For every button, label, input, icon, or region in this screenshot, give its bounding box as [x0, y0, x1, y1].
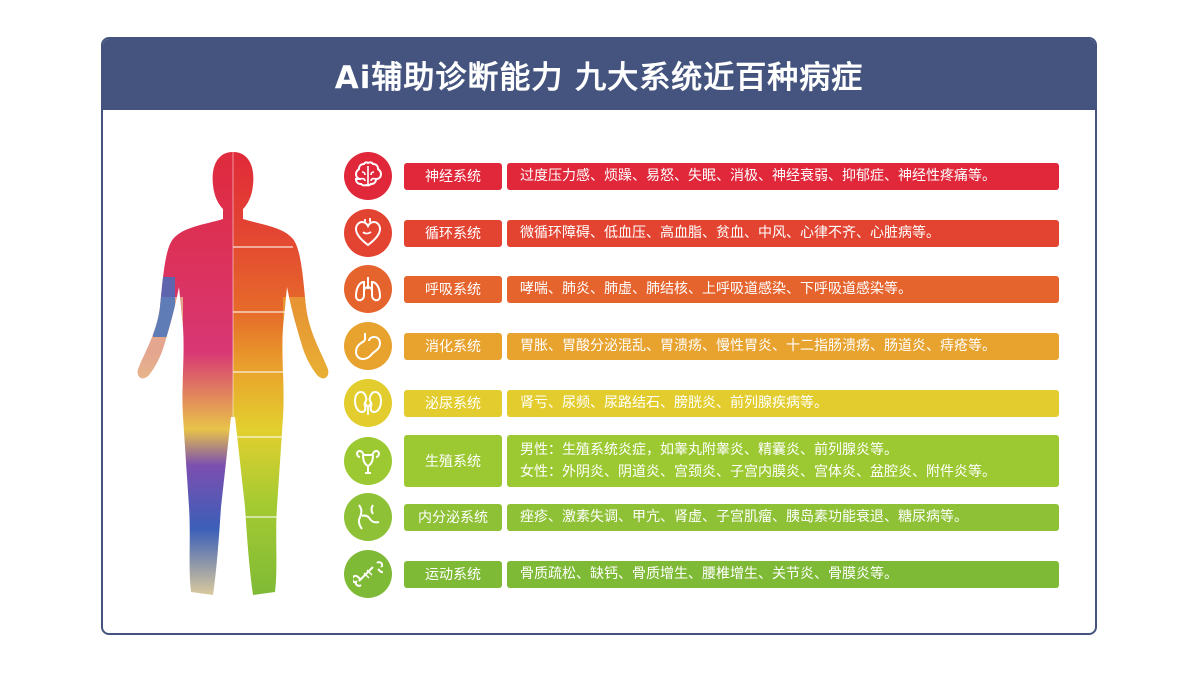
system-name: 运动系统	[404, 560, 502, 588]
system-row: 泌尿系统 肾亏、尿频、尿路结石、膀胱炎、前列腺疾病等。	[344, 379, 1064, 427]
lungs-icon	[344, 265, 392, 313]
system-description: 过度压力感、烦躁、易怒、失眠、消极、神经衰弱、抑郁症、神经性疼痛等。	[507, 162, 1059, 190]
description-line: 肾亏、尿频、尿路结石、膀胱炎、前列腺疾病等。	[520, 395, 828, 411]
system-row: 内分泌系统 痤疹、激素失调、甲亢、肾虚、子宫肌瘤、胰岛素功能衰退、糖尿病等。	[344, 493, 1064, 541]
system-row: 呼吸系统 哮喘、肺炎、肺虚、肺结核、上呼吸道感染、下呼吸道感染等。	[344, 265, 1064, 313]
system-description: 骨质疏松、缺钙、骨质增生、腰椎增生、关节炎、骨膜炎等。	[507, 560, 1059, 588]
system-row: 循环系统 微循环障碍、低血压、高血脂、贫血、中风、心律不齐、心脏病等。	[344, 209, 1064, 257]
system-row: 生殖系统 男性：生殖系统炎症，如睾丸附睾炎、精囊炎、前列腺炎等。 女性：外阴炎、阴道…	[344, 435, 1064, 487]
human-body-illustration	[137, 152, 329, 595]
system-description: 男性：生殖系统炎症，如睾丸附睾炎、精囊炎、前列腺炎等。女性：外阴炎、阴道炎、宫颈…	[507, 435, 1059, 487]
description-line: 痤疹、激素失调、甲亢、肾虚、子宫肌瘤、胰岛素功能衰退、糖尿病等。	[520, 509, 968, 525]
description-line: 女性：外阴炎、阴道炎、宫颈炎、子宫内膜炎、宫体炎、盆腔炎、附件炎等。	[520, 464, 996, 480]
heart-icon	[344, 209, 392, 257]
kidney-icon	[344, 379, 392, 427]
system-row: 消化系统 胃胀、胃酸分泌混乱、胃溃疡、慢性胃炎、十二指肠溃疡、肠道炎、痔疮等。	[344, 322, 1064, 370]
system-name: 内分泌系统	[404, 503, 502, 531]
description-line: 过度压力感、烦躁、易怒、失眠、消极、神经衰弱、抑郁症、神经性疼痛等。	[520, 168, 996, 184]
system-description: 痤疹、激素失调、甲亢、肾虚、子宫肌瘤、胰岛素功能衰退、糖尿病等。	[507, 503, 1059, 531]
description-line: 男性：生殖系统炎症，如睾丸附睾炎、精囊炎、前列腺炎等。	[520, 442, 898, 458]
bone-icon	[344, 550, 392, 598]
description-line: 微循环障碍、低血压、高血脂、贫血、中风、心律不齐、心脏病等。	[520, 225, 940, 241]
system-name: 循环系统	[404, 219, 502, 247]
endocrine-icon	[344, 493, 392, 541]
description-line: 骨质疏松、缺钙、骨质增生、腰椎增生、关节炎、骨膜炎等。	[520, 566, 898, 582]
system-name: 呼吸系统	[404, 275, 502, 303]
system-row: 运动系统 骨质疏松、缺钙、骨质增生、腰椎增生、关节炎、骨膜炎等。	[344, 550, 1064, 598]
stomach-icon	[344, 322, 392, 370]
uterus-icon	[344, 437, 392, 485]
system-description: 胃胀、胃酸分泌混乱、胃溃疡、慢性胃炎、十二指肠溃疡、肠道炎、痔疮等。	[507, 332, 1059, 360]
system-name: 消化系统	[404, 332, 502, 360]
description-line: 胃胀、胃酸分泌混乱、胃溃疡、慢性胃炎、十二指肠溃疡、肠道炎、痔疮等。	[520, 338, 996, 354]
diagnosis-card: Ai辅助诊断能力 九大系统近百种病症	[101, 37, 1097, 635]
system-name: 神经系统	[404, 162, 502, 190]
system-description: 微循环障碍、低血压、高血脂、贫血、中风、心律不齐、心脏病等。	[507, 219, 1059, 247]
system-description: 肾亏、尿频、尿路结石、膀胱炎、前列腺疾病等。	[507, 389, 1059, 417]
brain-icon	[344, 152, 392, 200]
system-name: 生殖系统	[404, 435, 502, 487]
system-name: 泌尿系统	[404, 389, 502, 417]
system-row: 神经系统 过度压力感、烦躁、易怒、失眠、消极、神经衰弱、抑郁症、神经性疼痛等。	[344, 152, 1064, 200]
description-line: 哮喘、肺炎、肺虚、肺结核、上呼吸道感染、下呼吸道感染等。	[520, 281, 912, 297]
system-description: 哮喘、肺炎、肺虚、肺结核、上呼吸道感染、下呼吸道感染等。	[507, 275, 1059, 303]
system-list: 神经系统 过度压力感、烦躁、易怒、失眠、消极、神经衰弱、抑郁症、神经性疼痛等。循环…	[344, 39, 1064, 633]
page-title: Ai辅助诊断能力 九大系统近百种病症	[103, 39, 1095, 110]
